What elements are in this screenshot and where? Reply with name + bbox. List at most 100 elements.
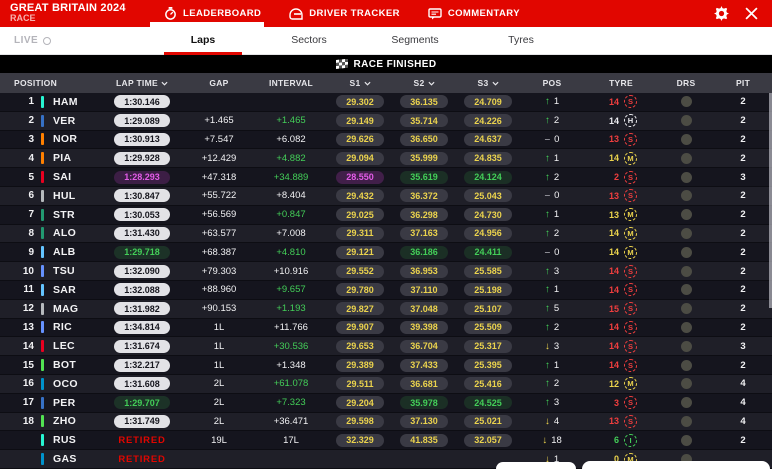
- view-tab-tyres[interactable]: Tyres: [508, 34, 534, 46]
- tyre-laps-count: 13: [608, 209, 619, 220]
- top-bar: GREAT BRITAIN 2024 RACE LEADERBOARD DRIVE…: [0, 0, 772, 27]
- sector2-time: 35.999: [392, 151, 456, 165]
- event-title: GREAT BRITAIN 2024: [10, 2, 126, 14]
- interval-value: +8.404: [276, 190, 306, 202]
- main-tab-leaderboard[interactable]: LEADERBOARD: [150, 0, 275, 27]
- table-row-bot[interactable]: 15 BOT 1:32.217 1L +1.348 29.389 37.433 25.395 ↑…: [0, 356, 772, 375]
- scrollbar[interactable]: [769, 93, 772, 308]
- table-row-alb[interactable]: 9 ALB 1:29.718 +68.387 +4.810 29.121 36.186 24.…: [0, 243, 772, 263]
- tyre-info: 14 M: [584, 245, 658, 259]
- position-change: –0: [544, 246, 560, 258]
- lap-time: 1:31.608: [100, 377, 184, 391]
- column-header-gap: GAP: [209, 78, 229, 88]
- table-row-pia[interactable]: 4 PIA 1:29.928 +12.429 +4.882 29.094 35.999 24.…: [0, 149, 772, 169]
- pit-count: 2: [740, 284, 746, 296]
- sector1-time: 29.311: [328, 226, 392, 240]
- view-tab-laps[interactable]: Laps: [150, 27, 256, 55]
- interval-value: +10.916: [273, 265, 309, 277]
- sector3-time: 24.525: [456, 396, 520, 410]
- tyre-laps-count: 13: [608, 134, 619, 145]
- position-change: ↑ 2: [544, 321, 560, 333]
- table-row-sar[interactable]: 11 SAR 1:32.088 +88.960 +9.657 29.780 37.110 25…: [0, 280, 772, 300]
- table-row-oco[interactable]: 16 OCO 1:31.608 2L +61.078 29.511 36.681 25.416…: [0, 374, 772, 394]
- tyre-icon: S: [624, 396, 637, 410]
- tyre-icon: S: [624, 264, 637, 278]
- position-change: –0: [544, 190, 560, 202]
- main-tab-driver-tracker[interactable]: DRIVER TRACKER: [275, 0, 414, 27]
- tyre-icon: S: [624, 358, 637, 372]
- table-row-ver[interactable]: 2 VER 1:29.089 +1.465 +1.465 29.149 35.714 24.2…: [0, 111, 772, 131]
- interval-value: +7.323: [276, 397, 306, 409]
- gap-value: 2L: [213, 415, 225, 427]
- tyre-info: 14 S: [584, 339, 658, 353]
- table-row-alo[interactable]: 8 ALO 1:31.430 +63.577 +7.008 29.311 37.163 24.…: [0, 224, 772, 244]
- tyre-icon: S: [624, 320, 637, 334]
- helmet-icon: [289, 7, 303, 20]
- driver-name: HAM: [53, 95, 78, 108]
- sector1-time: 29.302: [328, 95, 392, 109]
- main-tab-label: COMMENTARY: [447, 8, 520, 19]
- team-color-bar: [36, 415, 48, 428]
- position-number: 15: [22, 359, 34, 371]
- table-row-lec[interactable]: 14 LEC 1:31.674 1L +30.536 29.653 36.704 25.317…: [0, 337, 772, 357]
- gear-icon[interactable]: [714, 6, 729, 21]
- sector2-time: 36.372: [392, 189, 456, 203]
- tyre-laps-count: 3: [613, 397, 619, 408]
- position-change: ↓ 3: [544, 340, 560, 352]
- table-row-nor[interactable]: 3 NOR 1:30.913 +7.547 +6.082 29.626 36.650 24.6…: [0, 130, 772, 150]
- column-header-position: POSITION: [14, 78, 58, 88]
- team-color-bar: [36, 359, 48, 372]
- table-row-ric[interactable]: 13 RIC 1:34.814 1L +11.766 29.907 39.398 25.509…: [0, 318, 772, 338]
- sector1-time: 32.329: [328, 433, 392, 447]
- tyre-laps-count: 14: [608, 228, 619, 239]
- gap-value: 2L: [213, 397, 225, 409]
- interval-value: +4.882: [276, 152, 306, 164]
- table-row-tsu[interactable]: 10 TSU 1:32.090 +79.303 +10.916 29.552 36.953 2…: [0, 262, 772, 281]
- column-header-s1[interactable]: S1: [328, 78, 392, 88]
- view-tab-sectors[interactable]: Sectors: [291, 34, 327, 46]
- position-number: 2: [28, 115, 34, 127]
- view-tab-segments[interactable]: Segments: [391, 34, 439, 46]
- tyre-laps-count: 13: [608, 416, 619, 427]
- gap-value: 1L: [213, 359, 225, 371]
- drs-indicator: [658, 96, 714, 108]
- gap-value: 1L: [213, 321, 225, 333]
- lap-time: 1:30.053: [100, 208, 184, 222]
- drs-indicator: [658, 209, 714, 221]
- sector2-time: 36.135: [392, 95, 456, 109]
- close-icon[interactable]: [745, 7, 758, 20]
- drs-indicator: [658, 171, 714, 183]
- table-row-str[interactable]: 7 STR 1:30.053 +56.569 +0.847 29.025 36.298 24.…: [0, 205, 772, 225]
- driver-name: GAS: [53, 453, 77, 466]
- team-color-bar: [36, 377, 48, 390]
- lap-time: RETIRED: [118, 453, 166, 465]
- driver-name: RIC: [53, 321, 72, 334]
- interval-value: +9.657: [276, 284, 306, 296]
- column-header-s2[interactable]: S2: [392, 78, 456, 88]
- tyre-info: 14 M: [584, 226, 658, 240]
- interval-value: 17L: [283, 434, 299, 446]
- table-row-zho[interactable]: 18 ZHO 1:31.749 2L +36.471 29.598 37.130 25.021…: [0, 412, 772, 432]
- lap-time: 1:34.814: [100, 320, 184, 334]
- table-row-sai[interactable]: 5 SAI 1:28.293 +47.318 +34.889 28.550 35.619 24…: [0, 168, 772, 187]
- column-header-lap-time[interactable]: LAP TIME: [100, 78, 184, 88]
- main-tab-commentary[interactable]: COMMENTARY: [414, 0, 534, 27]
- tyre-info: 14 S: [584, 95, 658, 109]
- table-row-ham[interactable]: 1 HAM 1:30.146 29.302 36.135 24.709 ↑ 1 14 S 2: [0, 93, 772, 112]
- table-row-hul[interactable]: 6 HUL 1:30.847 +55.722 +8.404 29.432 36.372 25.…: [0, 186, 772, 206]
- gap-value: +90.153: [201, 303, 237, 315]
- column-header-s3[interactable]: S3: [456, 78, 520, 88]
- tyre-info: 13 S: [584, 189, 658, 203]
- position-number: 11: [23, 284, 34, 296]
- pit-count: 4: [740, 397, 746, 409]
- table-row-gas[interactable]: GAS RETIRED ↓ 1 0 M: [0, 450, 772, 469]
- tyre-laps-count: 12: [608, 378, 619, 389]
- sector3-time: 25.317: [456, 339, 520, 353]
- table-row-rus[interactable]: RUS RETIRED 19L 17L 32.329 41.835 32.057 ↓ 18 6 I 2: [0, 431, 772, 451]
- interval-value: +1.348: [276, 359, 306, 371]
- gap-value: +55.722: [201, 190, 237, 202]
- table-row-per[interactable]: 17 PER 1:29.707 2L +7.323 29.204 35.978 24.525 ↑…: [0, 393, 772, 413]
- table-row-mag[interactable]: 12 MAG 1:31.982 +90.153 +1.193 29.827 37.048 25…: [0, 299, 772, 319]
